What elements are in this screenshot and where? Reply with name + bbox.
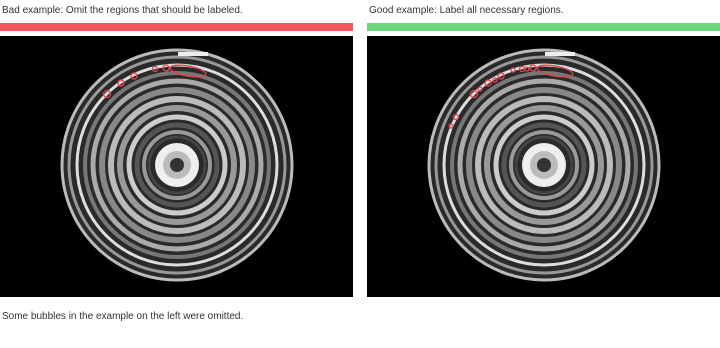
ring	[466, 87, 622, 243]
ring	[501, 122, 587, 208]
ring	[126, 114, 228, 216]
bad-bar	[0, 23, 353, 31]
ring	[67, 55, 287, 275]
ring	[117, 105, 237, 225]
ring	[134, 122, 220, 208]
caption: Bad example: Omit the regions that shoul…	[2, 5, 243, 16]
annotation-bubble	[151, 65, 159, 73]
annotation-bubble	[448, 123, 454, 129]
hole	[537, 158, 551, 172]
annotation-bubble	[477, 86, 483, 92]
ring	[90, 78, 264, 252]
ring	[475, 96, 613, 234]
annotation-bubble	[497, 72, 505, 80]
good-image	[367, 36, 720, 297]
ring	[108, 96, 246, 234]
annotation-bubble	[469, 89, 479, 99]
annotation-bubble	[510, 67, 516, 73]
annotation-bubble	[117, 79, 125, 87]
ring	[142, 130, 212, 200]
annotation-bubble	[452, 113, 460, 121]
ring	[457, 78, 631, 252]
annotation-bubble	[529, 64, 537, 72]
ring	[147, 135, 207, 195]
top-notch	[545, 52, 575, 56]
ring	[434, 55, 654, 275]
annotation-region	[536, 64, 574, 78]
good-bar	[367, 23, 720, 31]
annotation-bubble	[484, 79, 492, 87]
top-notch	[178, 52, 208, 56]
annotation-bubble	[162, 64, 170, 72]
annotation-bubble	[492, 77, 498, 83]
caption: Good example: Label all necessary region…	[369, 5, 564, 16]
ring	[99, 87, 255, 243]
annotation-bubble	[102, 89, 112, 99]
ring	[493, 114, 595, 216]
ring	[509, 130, 579, 200]
ring	[514, 135, 574, 195]
bad-image	[0, 36, 353, 297]
annotation-bubble	[130, 72, 138, 80]
hole	[170, 158, 184, 172]
footnote: Some bubbles in the example on the left …	[2, 311, 244, 322]
annotation-bubble	[524, 66, 530, 72]
ring	[484, 105, 604, 225]
annotation-region	[169, 64, 207, 78]
